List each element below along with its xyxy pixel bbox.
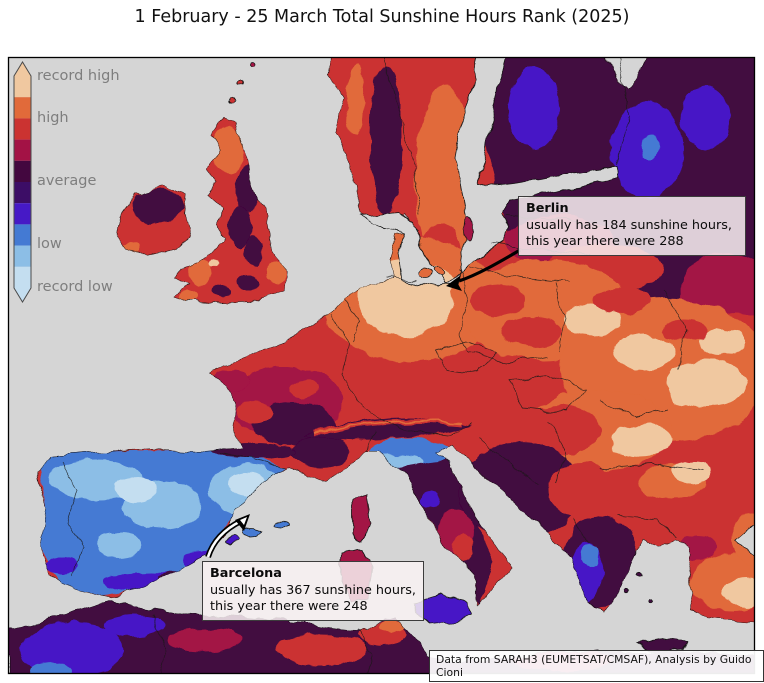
legend-colorbar — [13, 61, 32, 303]
baltic-islands — [416, 216, 473, 280]
barcelona-arrow — [205, 514, 250, 559]
map-land-layer — [9, 58, 755, 673]
legend-label-average: average — [37, 173, 97, 189]
attribution: Data from SARAH3 (EUMETSAT/CMSAF), Analy… — [429, 650, 764, 682]
sunshine-rank-patches-europe — [38, 58, 755, 610]
baltic-sea — [361, 58, 755, 558]
annotation-berlin-city: Berlin — [526, 201, 569, 216]
map-frame — [7, 56, 756, 675]
annotation-berlin-line2: this year there were 288 — [526, 234, 684, 250]
sunshine-rank-patches-gb — [179, 124, 285, 303]
annotation-barcelona: Barcelona usually has 367 sunshine hours… — [202, 561, 424, 621]
berlin-arrow — [446, 248, 521, 291]
annotation-barcelona-city: Barcelona — [210, 566, 282, 581]
continental-europe — [38, 58, 755, 623]
great-britain — [172, 116, 286, 305]
legend-label-high: high — [37, 110, 69, 126]
legend-label-record-low: record low — [37, 279, 113, 295]
legend-label-low: low — [37, 236, 62, 252]
annotation-barcelona-line2: this year there were 248 — [210, 599, 368, 615]
annotation-berlin-line1: usually has 184 sunshine hours, — [526, 217, 732, 233]
annotation-barcelona-line1: usually has 367 sunshine hours, — [210, 582, 416, 598]
legend-label-record-high: record high — [37, 68, 120, 84]
annotation-berlin: Berlin usually has 184 sunshine hours, t… — [518, 196, 746, 256]
figure-title: 1 February - 25 March Total Sunshine Hou… — [134, 7, 630, 27]
